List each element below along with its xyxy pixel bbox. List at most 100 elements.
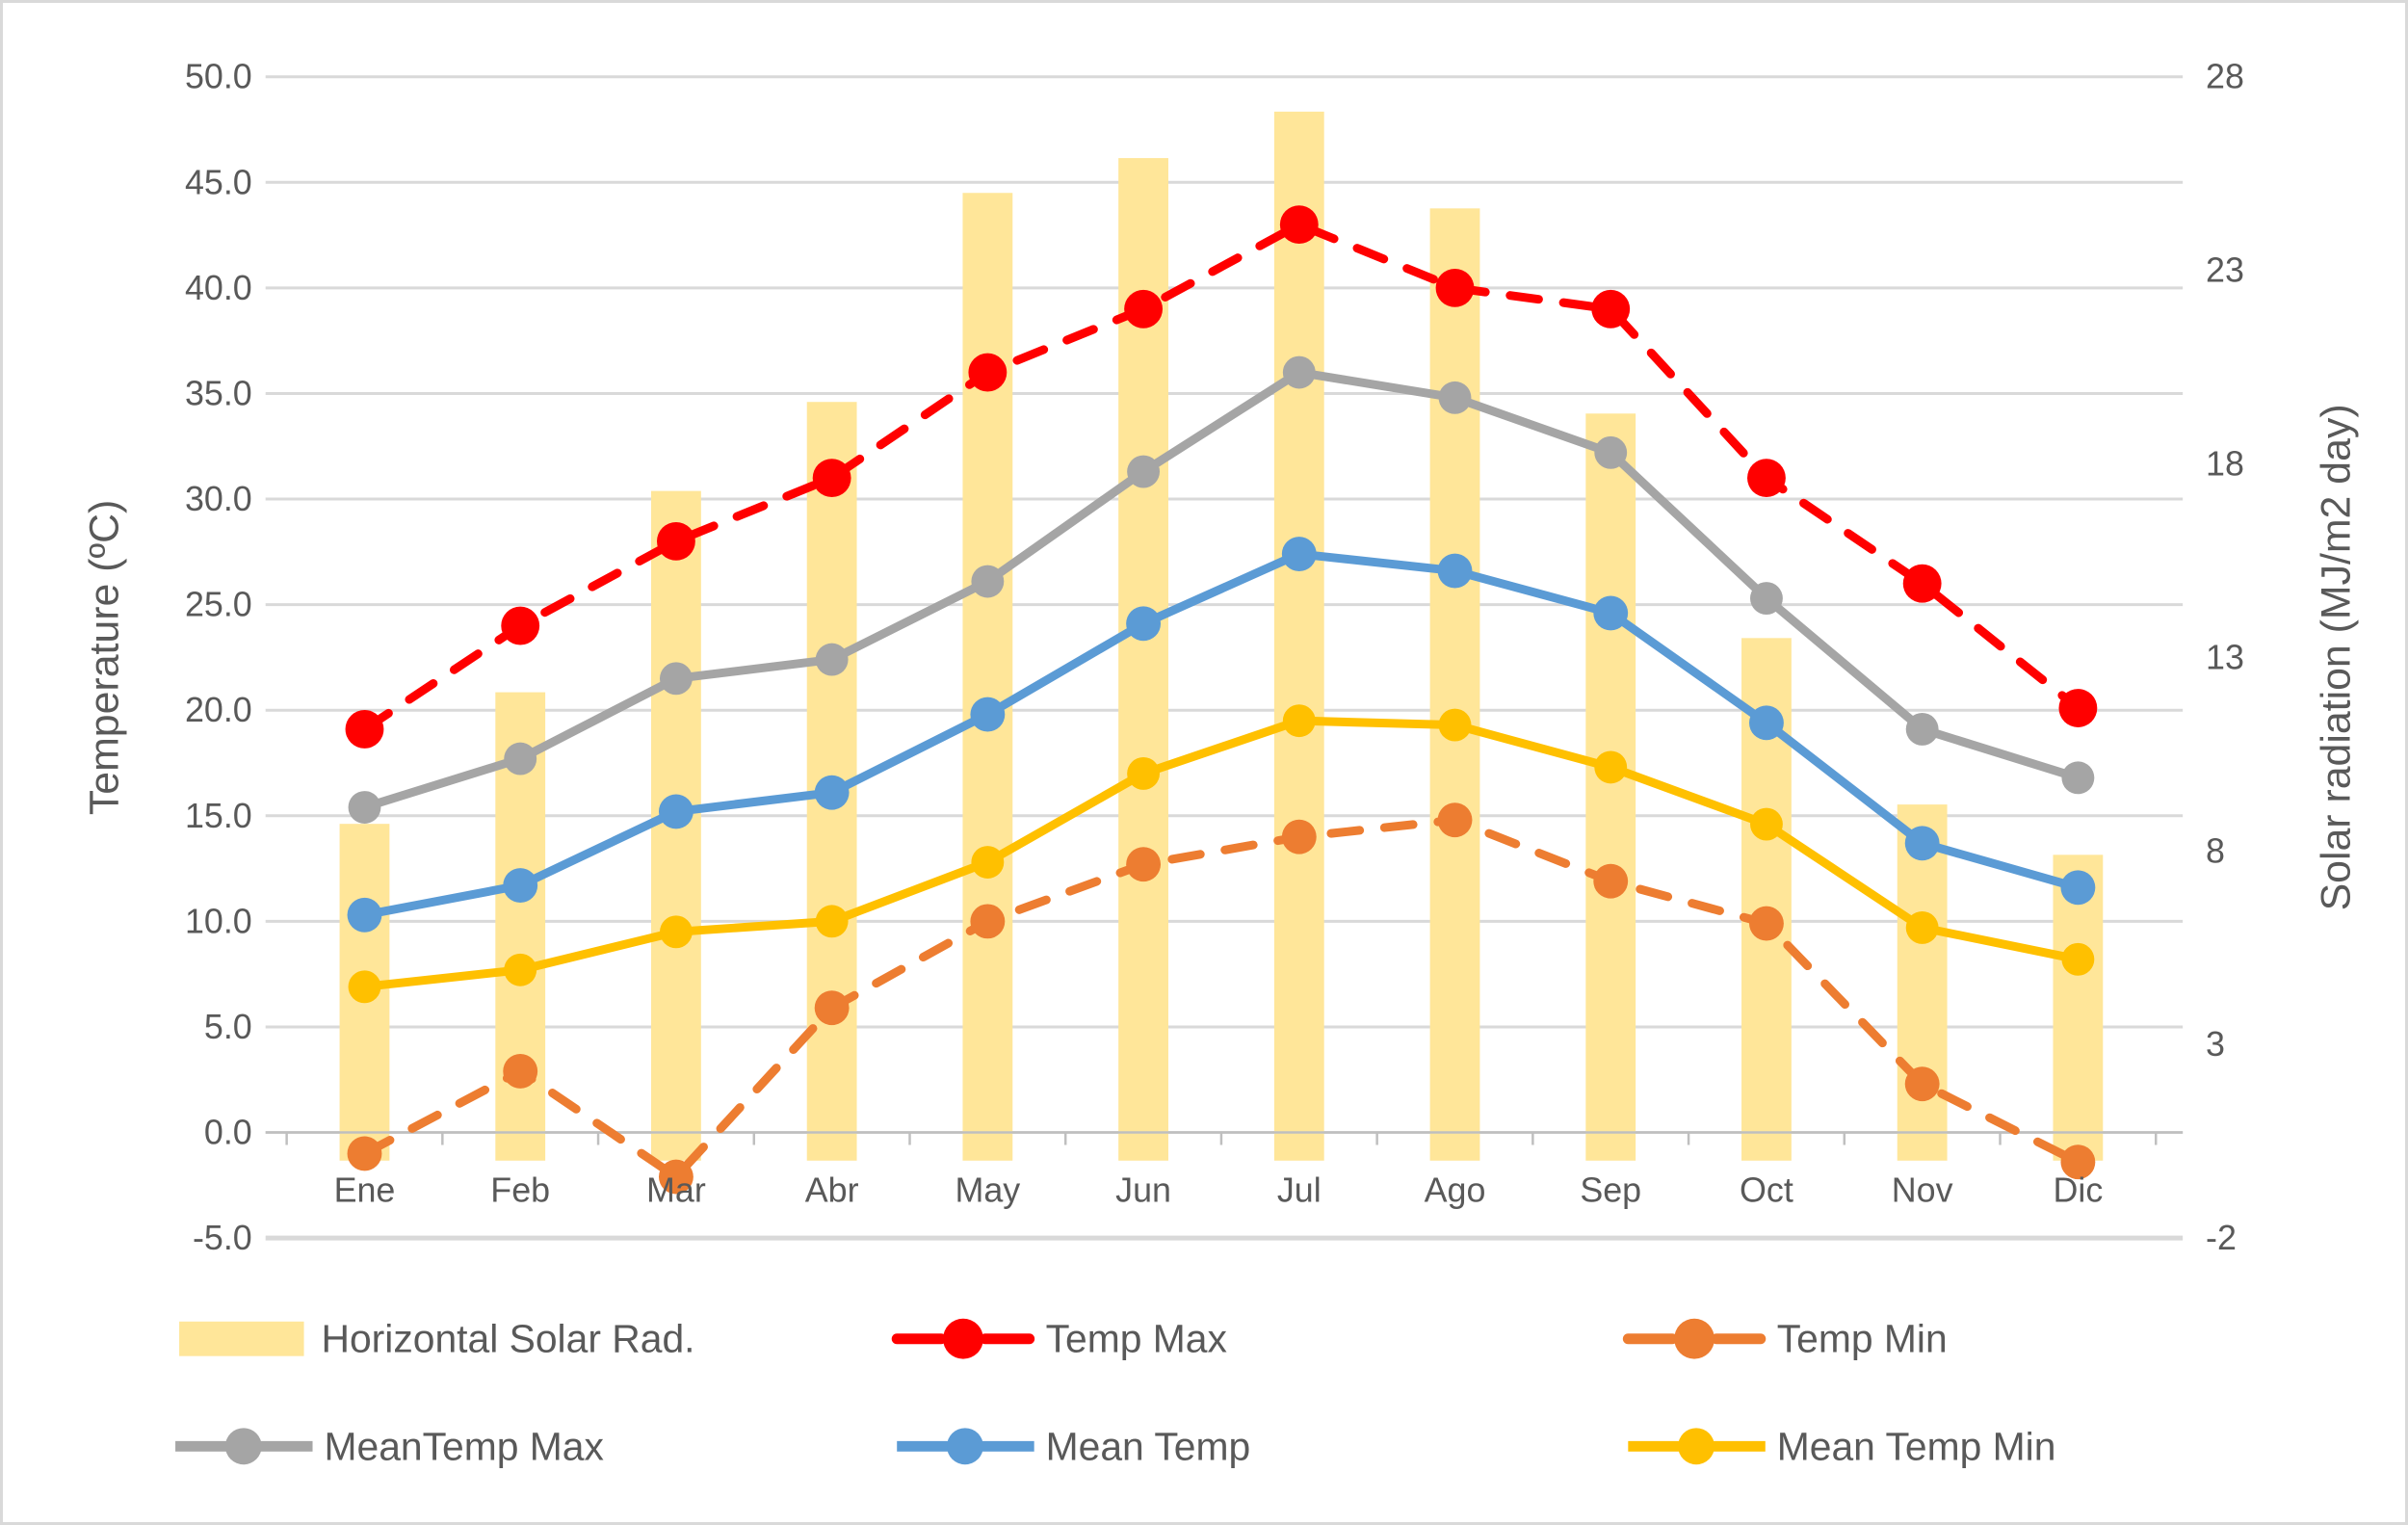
month-label: Ene	[334, 1170, 396, 1209]
month-label: May	[955, 1170, 1020, 1209]
line-temp-min	[359, 815, 2082, 1182]
marker-meantemp-max-Jul	[1282, 355, 1316, 389]
marker-meantemp-max-Abr	[815, 643, 849, 676]
marker-temp-min-Dic	[2060, 1144, 2096, 1180]
marker-meantemp-max-Feb	[504, 742, 537, 776]
marker-temp-min-Mar	[658, 1159, 694, 1195]
left-axis-tick-label: 20.0	[185, 691, 252, 729]
right-axis-tick-label: 23	[2206, 251, 2244, 290]
marker-mean-temp-Jun	[1126, 606, 1162, 642]
legend-key-dot	[943, 1318, 983, 1359]
marker-meantemp-max-Dic	[2061, 761, 2095, 795]
marker-temp-max-Feb	[501, 606, 540, 645]
bar-Jul	[1273, 111, 1324, 1161]
marker-mean-temp-min-Jun	[1127, 757, 1161, 790]
marker-mean-temp-Feb	[503, 868, 538, 904]
left-axis-tick-label: 30.0	[185, 480, 252, 518]
marker-mean-temp-min-Oct	[1750, 807, 1783, 841]
left-axis-tick-label: 25.0	[185, 586, 252, 624]
marker-meantemp-max-Sep	[1594, 435, 1628, 469]
month-label: Jul	[1277, 1170, 1322, 1209]
right-axis-title: Solar radiation (MJ/m2 day)	[2314, 404, 2360, 910]
legend-key-bar	[179, 1321, 304, 1356]
marker-meantemp-max-Jun	[1127, 455, 1161, 488]
left-axis-tick-label: 10.0	[185, 902, 252, 940]
bar-Ago	[1429, 208, 1480, 1161]
bar-Dic	[2053, 855, 2104, 1161]
marker-temp-max-Mar	[656, 521, 695, 561]
marker-mean-temp-Mar	[658, 794, 694, 829]
marker-mean-temp-min-Jul	[1282, 704, 1316, 738]
left-axis-title: Temperature (ºC)	[81, 500, 127, 815]
marker-temp-max-Oct	[1747, 459, 1786, 498]
right-axis-tick-label: 3	[2206, 1025, 2225, 1064]
marker-meantemp-max-Oct	[1750, 582, 1783, 615]
right-axis-tick-label: 13	[2206, 638, 2244, 676]
right-axis-tick-label: 28	[2206, 58, 2244, 96]
marker-meantemp-max-Ene	[348, 791, 381, 824]
bar-Nov	[1897, 804, 1948, 1161]
marker-temp-min-May	[970, 904, 1006, 939]
marker-temp-max-Nov	[1902, 564, 1942, 603]
month-label: Oct	[1740, 1170, 1793, 1209]
legend-label: Temp Min	[1777, 1317, 1948, 1361]
left-axis-tick-label: 15.0	[185, 797, 252, 835]
marker-temp-min-Nov	[1904, 1066, 1940, 1102]
marker-meantemp-max-May	[971, 565, 1005, 598]
line-meantemp-max	[359, 368, 2082, 812]
month-label: Ago	[1425, 1170, 1486, 1209]
marker-temp-min-Oct	[1749, 906, 1784, 941]
right-axis-tick-label: -2	[2206, 1219, 2237, 1257]
marker-mean-temp-min-Abr	[815, 905, 849, 938]
marker-meantemp-max-Mar	[659, 662, 693, 696]
marker-temp-min-Ago	[1437, 802, 1473, 838]
legend-key-dot	[1674, 1318, 1714, 1359]
legend-label: Horizontal Solar Rad.	[321, 1317, 694, 1361]
left-axis-tick-label: 40.0	[185, 269, 252, 307]
marker-mean-temp-min-Mar	[659, 915, 693, 949]
legend-key-dot	[1678, 1428, 1714, 1465]
marker-mean-temp-Nov	[1904, 826, 1940, 861]
marker-temp-min-Jul	[1281, 819, 1317, 855]
marker-temp-max-Dic	[2058, 689, 2098, 727]
marker-mean-temp-min-Ene	[348, 970, 381, 1004]
legend-label: Mean Temp	[1046, 1424, 1251, 1468]
legend-key-dot	[947, 1428, 983, 1465]
marker-temp-min-Abr	[814, 990, 850, 1026]
marker-mean-temp-Dic	[2060, 870, 2096, 906]
marker-mean-temp-min-Feb	[504, 953, 537, 986]
month-label: Nov	[1892, 1170, 1953, 1209]
legend-key-dot	[224, 1428, 262, 1465]
marker-temp-max-Abr	[812, 459, 851, 498]
marker-mean-temp-May	[970, 697, 1006, 732]
left-axis-tick-label: 5.0	[204, 1008, 252, 1046]
bar-Sep	[1585, 413, 1636, 1161]
combo-chart: 50.0 45.0 40.0 35.0 30.0 25.0 20.0 15.0 10.0 5.0 0…	[81, 58, 2360, 1469]
left-axis-tick-label: 35.0	[185, 374, 252, 412]
marker-temp-min-Sep	[1593, 863, 1629, 899]
month-label: Dic	[2053, 1170, 2103, 1209]
line-temp-max	[359, 220, 2082, 734]
left-axis-tick-label: -5.0	[193, 1219, 252, 1257]
marker-temp-max-Ago	[1435, 268, 1475, 307]
marker-temp-max-May	[968, 353, 1008, 392]
month-label: Abr	[805, 1170, 859, 1209]
marker-mean-temp-Ago	[1437, 553, 1473, 589]
marker-mean-temp-min-Sep	[1594, 750, 1628, 784]
marker-mean-temp-min-Ago	[1438, 708, 1472, 742]
left-axis-tick-label: 50.0	[185, 58, 252, 96]
legend-label: Mean Temp Min	[1777, 1424, 2056, 1468]
line-mean-temp	[359, 549, 2082, 920]
left-axis-tick-label: 45.0	[185, 163, 252, 201]
marker-mean-temp-Abr	[814, 775, 850, 810]
month-label: Sep	[1580, 1170, 1641, 1209]
bar-May	[962, 193, 1013, 1161]
marker-mean-temp-Sep	[1593, 595, 1629, 631]
month-label: Jun	[1115, 1170, 1171, 1209]
line-mean-temp-min	[359, 716, 2082, 991]
marker-temp-max-Ene	[345, 710, 384, 749]
marker-mean-temp-Oct	[1749, 705, 1784, 741]
marker-mean-temp-min-Dic	[2061, 942, 2095, 976]
marker-mean-temp-Ene	[347, 897, 382, 933]
